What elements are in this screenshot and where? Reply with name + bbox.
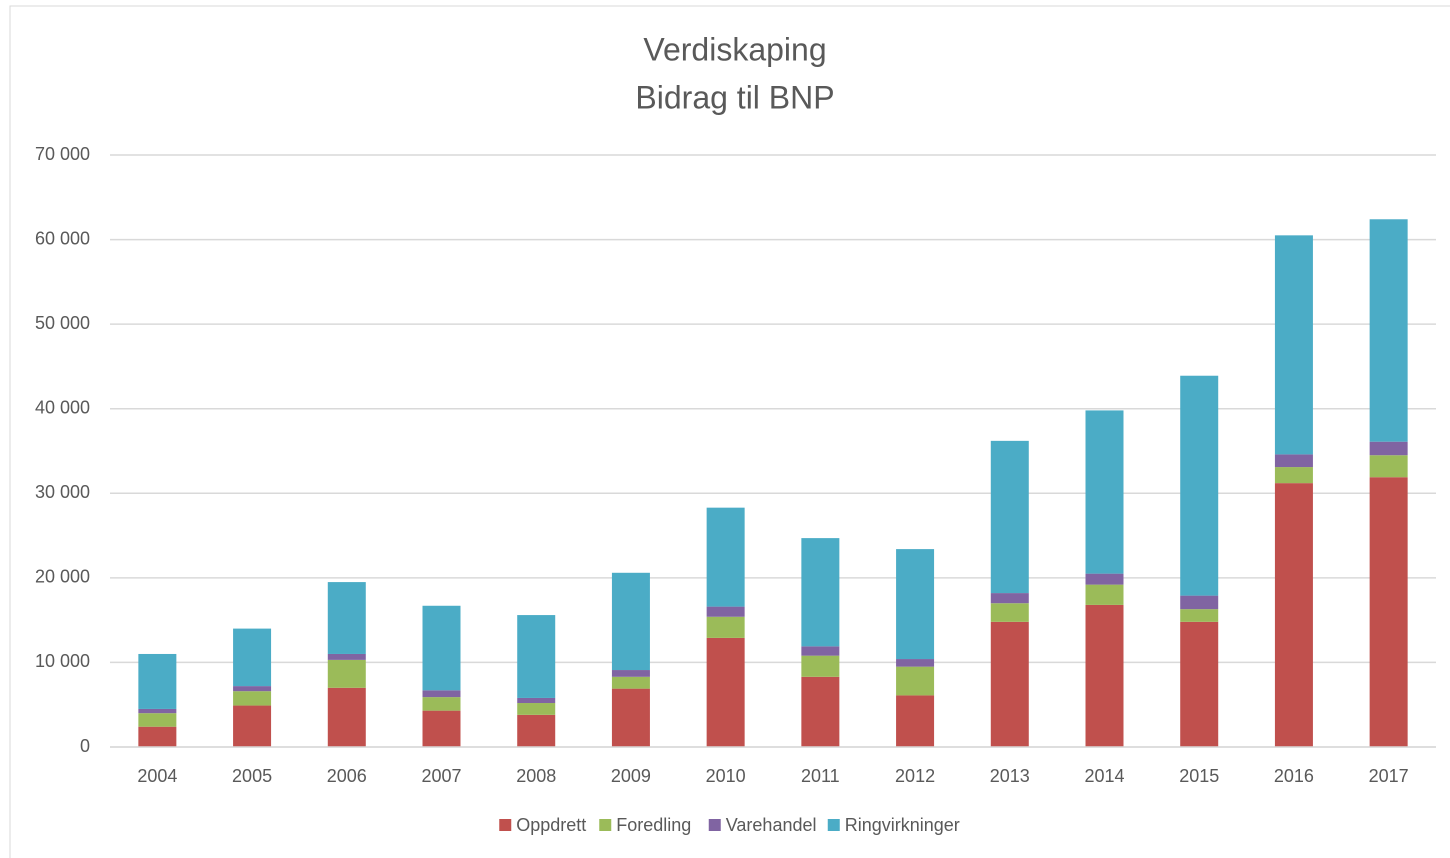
legend-swatch: [499, 819, 512, 831]
bar-segment: [517, 703, 556, 715]
bar-segment: [706, 637, 745, 747]
x-tick-label: 2013: [990, 766, 1030, 786]
bar-segment: [1274, 483, 1313, 747]
bar-segment: [1274, 467, 1313, 484]
x-tick-label: 2017: [1369, 766, 1409, 786]
bar-segment: [1085, 410, 1124, 574]
legend-label: Ringvirkninger: [845, 815, 960, 835]
x-tick-label: 2004: [137, 766, 177, 786]
y-tick-label: 60 000: [35, 228, 90, 248]
bar-segment: [327, 582, 366, 654]
x-tick-label: 2009: [611, 766, 651, 786]
bar-segment: [422, 605, 461, 691]
bar-segment: [1085, 573, 1124, 585]
bar-segment: [517, 615, 556, 698]
bar-segment: [990, 603, 1029, 622]
bar-segment: [327, 653, 366, 660]
bar-segment: [706, 606, 745, 617]
bar-segment: [990, 593, 1029, 604]
bar-segment: [422, 690, 461, 698]
bar-segment: [801, 646, 840, 656]
x-tick-label: 2016: [1274, 766, 1314, 786]
bar-segment: [327, 659, 366, 688]
x-tick-label: 2011: [801, 766, 840, 786]
bar-segment: [896, 695, 935, 747]
bar-segment: [990, 621, 1029, 747]
bar-segment: [1274, 454, 1313, 468]
x-tick-label: 2010: [706, 766, 746, 786]
x-tick-label: 2006: [327, 766, 367, 786]
bar-segment: [990, 440, 1029, 594]
bar-segment: [138, 653, 177, 709]
bar-segment: [801, 538, 840, 647]
legend-swatch: [599, 819, 612, 831]
bar-segment: [1085, 604, 1124, 747]
bar-segment: [706, 507, 745, 607]
chart-title: Verdiskaping: [643, 31, 826, 67]
bar-segment: [138, 708, 177, 714]
bar-segment: [896, 549, 935, 660]
y-tick-label: 50 000: [35, 313, 90, 333]
bar-segment: [1369, 441, 1408, 456]
x-tick-label: 2014: [1084, 766, 1124, 786]
y-tick-label: 40 000: [35, 397, 90, 417]
x-tick-label: 2005: [232, 766, 272, 786]
x-tick-label: 2008: [516, 766, 556, 786]
bar-segment: [896, 666, 935, 696]
bar-segment: [517, 697, 556, 704]
bar-segment: [801, 655, 840, 677]
y-tick-label: 20 000: [35, 567, 90, 587]
x-tick-label: 2007: [421, 766, 461, 786]
y-tick-label: 70 000: [35, 144, 90, 164]
bar-segment: [801, 676, 840, 747]
bar-segment: [611, 670, 650, 677]
chart-subtitle: Bidrag til BNP: [635, 79, 834, 115]
legend-label: Varehandel: [726, 815, 817, 835]
bar-segment: [1180, 621, 1219, 747]
bar-segment: [1085, 584, 1124, 605]
x-tick-label: 2015: [1179, 766, 1219, 786]
chart-border: [9, 5, 1450, 858]
bar-segment: [138, 713, 177, 727]
bar-segment: [611, 676, 650, 689]
bar-segment: [233, 628, 272, 687]
bar-segment: [1369, 219, 1408, 442]
bar-segment: [422, 697, 461, 711]
bar-segment: [1369, 477, 1408, 747]
y-tick-label: 10 000: [35, 651, 90, 671]
bar-segment: [233, 686, 272, 692]
bar-segment: [611, 688, 650, 747]
y-tick-label: 0: [80, 736, 90, 756]
legend-label: Foredling: [616, 815, 691, 835]
bar-segment: [138, 726, 177, 747]
bar-segment: [233, 691, 272, 706]
bar-segment: [422, 710, 461, 747]
bar-segment: [327, 687, 366, 747]
bar-segment: [896, 659, 935, 667]
bar-segment: [517, 714, 556, 747]
bar-segment: [1180, 609, 1219, 622]
bar-segment: [1180, 595, 1219, 610]
bar-segment: [233, 705, 272, 747]
x-tick-label: 2012: [895, 766, 935, 786]
legend-swatch: [827, 819, 840, 831]
bar-segment: [611, 572, 650, 671]
bar-segment: [1369, 455, 1408, 478]
legend-label: Oppdrett: [516, 815, 586, 835]
legend-swatch: [708, 819, 721, 831]
bar-segment: [1274, 235, 1313, 455]
bar-segment: [706, 616, 745, 638]
bar-segment: [1180, 375, 1219, 596]
y-tick-label: 30 000: [35, 482, 90, 502]
